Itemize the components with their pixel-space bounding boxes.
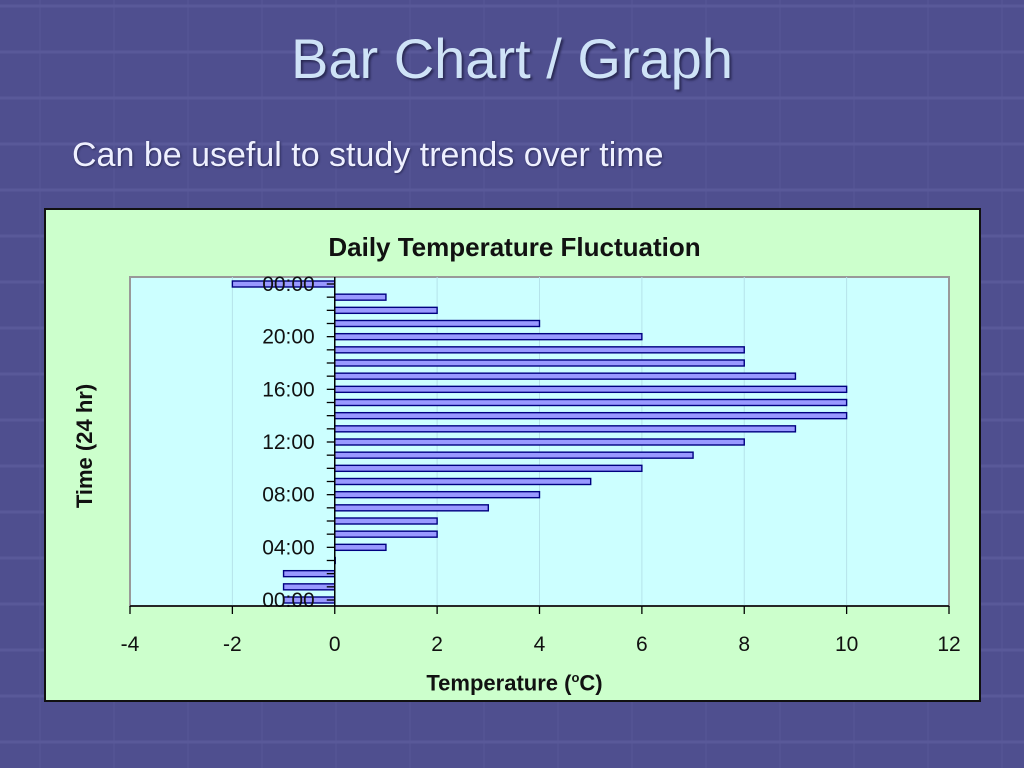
x-tick-label: 0 bbox=[329, 633, 341, 656]
x-tick-label: 4 bbox=[534, 633, 546, 656]
y-tick-label: 00:00 bbox=[262, 273, 315, 296]
x-axis-label: Temperature (oC) bbox=[46, 670, 983, 696]
x-tick-label: 6 bbox=[636, 633, 648, 656]
x-tick-label: 12 bbox=[937, 633, 960, 656]
y-tick-label: 16:00 bbox=[262, 378, 315, 401]
bar bbox=[334, 438, 745, 446]
bar bbox=[334, 425, 797, 433]
bar bbox=[334, 411, 848, 420]
bar bbox=[334, 332, 643, 341]
bar bbox=[334, 504, 490, 512]
y-tick-label: 12:00 bbox=[262, 431, 315, 454]
bar bbox=[334, 477, 592, 486]
y-tick-label: 20:00 bbox=[262, 326, 315, 349]
bar bbox=[334, 319, 541, 328]
y-axis-label: Time (24 hr) bbox=[72, 383, 97, 509]
x-tick-label: 8 bbox=[738, 633, 750, 656]
x-axis-label-degree: o bbox=[571, 670, 580, 685]
bar bbox=[334, 346, 745, 354]
x-tick-label: 10 bbox=[835, 633, 858, 656]
bar bbox=[334, 490, 541, 499]
chart-title: Daily Temperature Fluctuation bbox=[328, 232, 701, 262]
bar bbox=[334, 464, 643, 473]
bar bbox=[334, 517, 438, 525]
y-tick-label: 08:00 bbox=[262, 484, 315, 507]
bar bbox=[334, 398, 848, 407]
bar bbox=[334, 451, 694, 459]
slide-subtitle: Can be useful to study trends over time bbox=[72, 136, 664, 174]
x-axis-label-unit: C) bbox=[579, 670, 603, 696]
bar bbox=[334, 359, 745, 367]
x-tick-label: -2 bbox=[223, 633, 242, 656]
bar bbox=[334, 385, 848, 394]
chart-plot: 00:00 04:00 08:00 12:00 16:00 20:00 00:00 -4 -2 0… bbox=[121, 273, 961, 656]
slide-title: Bar Chart / Graph bbox=[291, 27, 733, 90]
x-axis-label-main: Temperature ( bbox=[426, 670, 572, 696]
bar bbox=[334, 372, 797, 380]
x-tick-label: -4 bbox=[121, 633, 140, 656]
bar bbox=[334, 293, 387, 301]
bar bbox=[334, 530, 438, 538]
bar bbox=[334, 306, 438, 315]
y-tick-label: 00:00 bbox=[262, 589, 315, 612]
chart-panel: 00:00 04:00 08:00 12:00 16:00 20:00 00:00 -4 -2 0… bbox=[44, 208, 981, 702]
x-tick-label: 2 bbox=[431, 633, 443, 656]
bar bbox=[334, 543, 387, 552]
y-tick-label: 04:00 bbox=[262, 536, 315, 559]
